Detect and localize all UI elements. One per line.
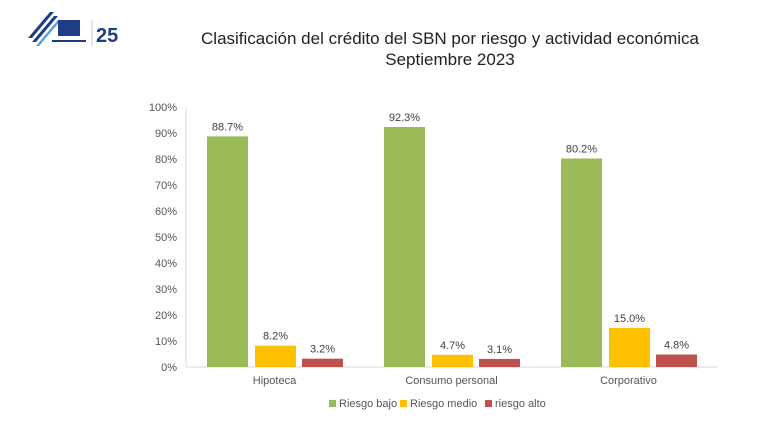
legend-label: Riesgo bajo (339, 398, 397, 410)
bar-riesgo-alto (479, 358, 520, 367)
x-category-label: Consumo personal (405, 375, 497, 387)
chart-subtitle: Septiembre 2023 (385, 50, 515, 69)
legend-swatch (329, 400, 336, 407)
bar-riesgo-medio (255, 345, 296, 367)
data-label: 4.7% (440, 340, 465, 352)
chart-title-main: Clasificación del crédito del SBN por ri… (201, 29, 699, 48)
y-tick-label: 30% (155, 284, 177, 296)
bar-riesgo-alto (656, 354, 697, 367)
y-tick-label: 20% (155, 310, 177, 322)
x-category-label: Corporativo (600, 375, 657, 387)
legend-label: Riesgo medio (410, 398, 477, 410)
data-label: 3.2% (310, 344, 335, 356)
y-tick-label: 80% (155, 154, 177, 166)
bar-riesgo-alto (302, 358, 343, 367)
legend-swatch (485, 400, 492, 407)
legend-swatch (400, 400, 407, 407)
data-label: 15.0% (614, 313, 645, 325)
data-label: 4.8% (664, 340, 689, 352)
bar-riesgo-medio (432, 354, 473, 367)
y-tick-label: 90% (155, 128, 177, 140)
x-category-label: Hipoteca (253, 375, 297, 387)
data-label: 3.1% (487, 344, 512, 356)
y-tick-label: 60% (155, 206, 177, 218)
bar-riesgo-bajo (207, 136, 248, 367)
y-tick-label: 40% (155, 258, 177, 270)
chart-title: Clasificación del crédito del SBN por ri… (150, 28, 750, 70)
bar-riesgo-medio (609, 328, 650, 367)
superintendencia-logo: 25 (28, 12, 118, 47)
data-label: 92.3% (389, 112, 420, 124)
y-tick-label: 10% (155, 336, 177, 348)
bar-riesgo-bajo (561, 158, 602, 367)
legend-label: riesgo alto (495, 398, 546, 410)
y-tick-label: 100% (149, 102, 177, 114)
bar-riesgo-bajo (384, 127, 425, 368)
data-label: 8.2% (263, 331, 288, 343)
data-label: 80.2% (566, 143, 597, 155)
y-tick-label: 0% (161, 362, 177, 374)
svg-text:25: 25 (96, 25, 118, 47)
y-tick-label: 50% (155, 232, 177, 244)
y-tick-label: 70% (155, 180, 177, 192)
data-label: 88.7% (212, 121, 243, 133)
